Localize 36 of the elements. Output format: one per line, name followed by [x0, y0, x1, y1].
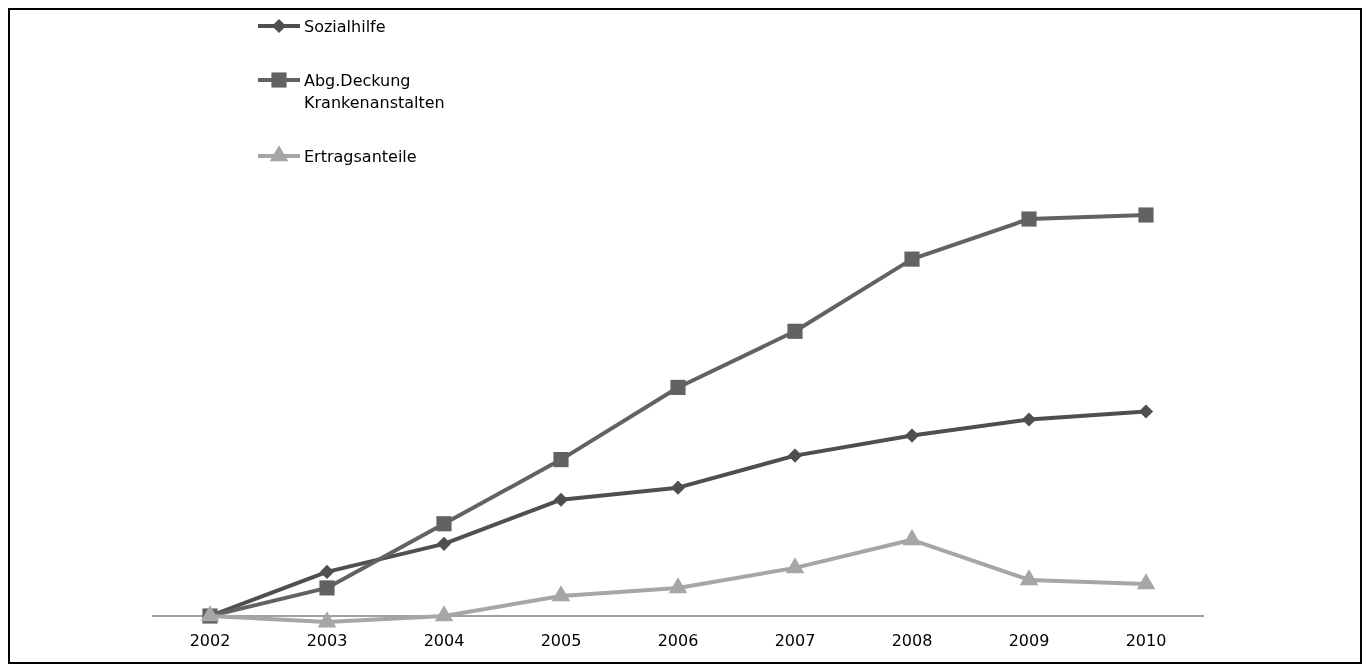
point: [670, 379, 686, 396]
x-tick-label: 2007: [774, 631, 816, 650]
point: [317, 611, 337, 628]
point: [1021, 412, 1037, 427]
point: [787, 448, 803, 463]
x-tick-label: 2009: [1008, 631, 1050, 650]
point: [436, 516, 452, 532]
x-tick-label: 2008: [891, 631, 933, 650]
point: [902, 529, 922, 546]
point: [1021, 211, 1037, 227]
point: [787, 323, 803, 339]
legend-label: Abg.Deckung Krankenanstalten: [304, 71, 445, 112]
point: [434, 605, 454, 622]
x-tick-label: 2006: [657, 631, 699, 650]
x-tick-label: 2010: [1125, 631, 1167, 650]
x-tick-label: 2004: [423, 631, 465, 650]
legend-label: Sozialhilfe: [304, 17, 386, 36]
x-tick-label: 2003: [306, 631, 348, 650]
point: [553, 492, 569, 507]
point: [551, 585, 571, 602]
point: [319, 580, 335, 596]
x-tick-label: 2002: [189, 631, 231, 650]
point: [1136, 573, 1156, 590]
point: [436, 536, 452, 551]
point: [904, 428, 920, 443]
point: [904, 251, 920, 267]
point: [1019, 569, 1039, 586]
point: [785, 557, 805, 574]
x-tick-label: 2005: [540, 631, 582, 650]
point: [1138, 207, 1154, 223]
point: [553, 452, 569, 468]
point: [670, 480, 686, 495]
legend-label: Ertragsanteile: [304, 147, 417, 166]
point: [1138, 404, 1154, 419]
point: [668, 577, 688, 594]
point: [319, 564, 335, 579]
